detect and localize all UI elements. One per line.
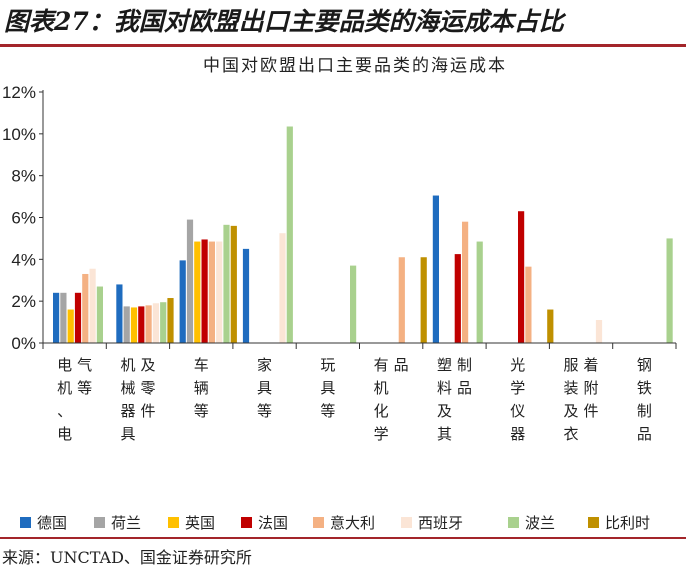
y-tick-label: 2% [11, 292, 36, 311]
bar-7-3 [223, 224, 230, 343]
bar-4-3 [201, 239, 208, 343]
legend-label: 德国 [37, 513, 68, 532]
bar-4-2 [138, 306, 145, 343]
legend-item: 英国 [168, 510, 215, 534]
bar-7-4 [286, 126, 293, 343]
bars [53, 126, 673, 343]
title-divider [0, 44, 686, 47]
bar-5-2 [145, 305, 152, 343]
legend-item: 意大利 [313, 510, 375, 534]
bar-1-3 [179, 260, 186, 343]
bar-4-7 [454, 254, 461, 343]
bar-1-2 [116, 284, 123, 343]
legend-label: 荷兰 [111, 513, 142, 532]
legend-swatch [588, 516, 599, 528]
legend-swatch [94, 516, 105, 528]
legend-label: 波兰 [525, 513, 556, 532]
legend-swatch [401, 516, 412, 528]
source-note: 来源：UNCTAD、国金证券研究所 [2, 548, 252, 567]
bar-2-3 [186, 219, 194, 343]
bar-7-2 [160, 302, 167, 343]
bar-8-8 [547, 309, 554, 343]
legend-swatch [241, 516, 252, 528]
legend: 德国 荷兰 英国 法国 意大利 西班牙 波兰 比利时 [20, 510, 686, 534]
bar-6-4 [279, 233, 286, 343]
legend-item: 法国 [241, 510, 288, 534]
bar-5-7 [462, 221, 469, 343]
bar-7-5 [350, 265, 357, 343]
x-category-label: 玩具等 [320, 356, 335, 420]
legend-swatch [168, 516, 179, 528]
bar-7-1 [96, 286, 103, 343]
bar-3-3 [194, 241, 201, 343]
bar-8-3 [230, 225, 237, 343]
bar-4-8 [518, 211, 525, 343]
bar-6-1 [89, 268, 96, 343]
chart-title: 中国对欧盟出口主要品类的海运成本 [203, 56, 507, 76]
legend-label: 法国 [258, 513, 289, 532]
bar-6-2 [152, 303, 159, 343]
bar-2-1 [60, 292, 67, 343]
legend-swatch [508, 516, 519, 528]
bar-5-6 [398, 257, 405, 343]
legend-item: 比利时 [588, 510, 650, 534]
legend-item: 波兰 [508, 510, 555, 534]
x-category-label: 有机化学品 [374, 356, 409, 443]
legend-item: 荷兰 [94, 510, 141, 534]
legend-item: 西班牙 [401, 510, 463, 534]
bar-7-7 [476, 241, 483, 343]
bar-5-1 [82, 273, 89, 343]
bar-8-2 [167, 298, 174, 343]
bar-7-10 [666, 238, 673, 343]
y-tick-label: 0% [11, 334, 36, 353]
bar-5-3 [208, 241, 215, 343]
legend-item: 德国 [20, 510, 67, 534]
bar-4-1 [74, 292, 82, 343]
y-axis: 0% 2% 4% 6% 8% 10% 12% [2, 83, 44, 353]
bar-6-9 [595, 319, 603, 343]
y-tick-label: 8% [11, 167, 36, 186]
x-category-label: 服装及衣着附件 [564, 356, 599, 443]
legend-label: 意大利 [330, 513, 376, 532]
y-tick-label: 12% [2, 83, 36, 102]
x-category-label: 电机、电气等 [57, 356, 92, 443]
legend-swatch [313, 516, 324, 528]
legend-label: 比利时 [605, 513, 651, 532]
figure-title: 图表27：我国对欧盟出口主要品类的海运成本占比 [4, 7, 564, 36]
x-category-label: 塑料及其制品 [437, 356, 472, 443]
bar-5-8 [525, 266, 532, 343]
y-tick-label: 6% [11, 209, 36, 228]
bar-1-7 [432, 195, 439, 343]
y-tick-label: 4% [11, 250, 36, 269]
y-tick-label: 10% [2, 125, 36, 144]
bar-1-4 [242, 248, 250, 343]
bar-2-2 [123, 306, 130, 343]
legend-label: 英国 [185, 513, 216, 532]
x-category-label: 车辆等 [194, 356, 209, 420]
bar-1-1 [53, 292, 60, 343]
x-category-label: 机械器具及零件 [120, 356, 155, 443]
bar-6-3 [216, 241, 223, 343]
x-category-label: 光学仪器 [510, 356, 525, 443]
bottom-divider [0, 537, 686, 539]
x-category-label: 家具等 [257, 356, 272, 420]
x-category-label: 钢铁制品 [637, 356, 652, 443]
legend-swatch [20, 516, 31, 528]
bar-8-6 [420, 257, 427, 343]
legend-label: 西班牙 [418, 513, 464, 532]
bar-3-1 [67, 309, 74, 343]
bar-3-2 [130, 307, 138, 343]
